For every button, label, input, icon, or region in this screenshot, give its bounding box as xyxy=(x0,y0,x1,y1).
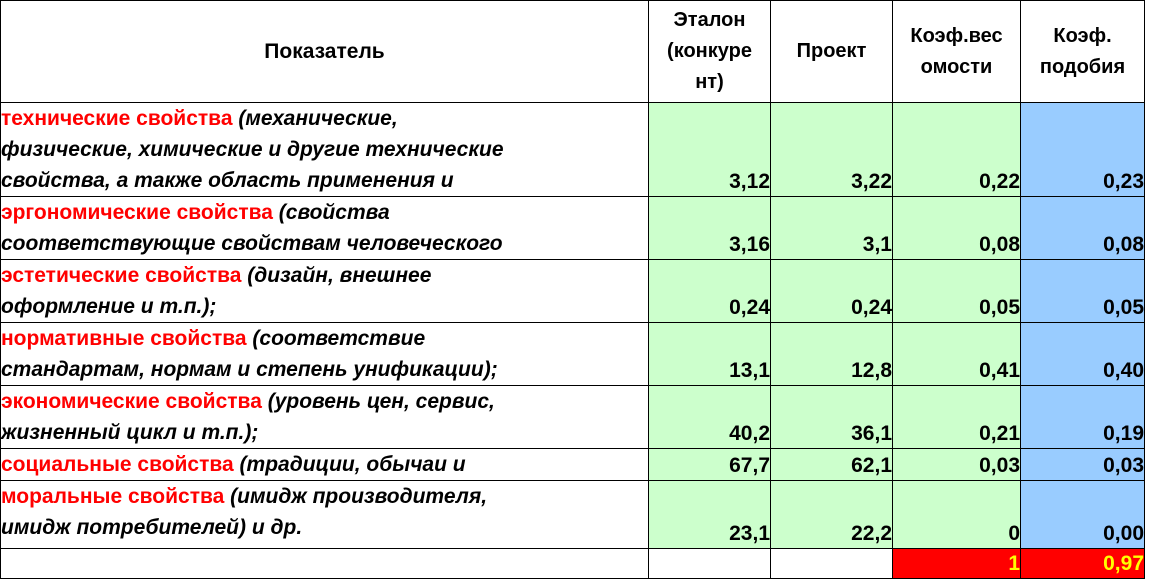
project-cell[interactable]: 22,2 xyxy=(770,480,893,549)
header-similarity-line: подобия xyxy=(1039,55,1126,78)
similarity-cell[interactable]: 0,05 xyxy=(1020,259,1145,323)
header-indicator[interactable]: Показатель xyxy=(0,0,649,103)
property-description: свойства, а также область применения и xyxy=(1,169,454,192)
weight-cell[interactable]: 0,22 xyxy=(892,102,1021,197)
etalon-cell[interactable]: 67,7 xyxy=(648,448,771,481)
header-similarity-line: Коэф. xyxy=(1053,24,1112,47)
table-row: эстетические свойства (дизайн, внешнее о… xyxy=(0,259,1145,323)
project-cell[interactable]: 36,1 xyxy=(770,385,893,449)
property-description: оформление и т.п.); xyxy=(1,295,217,318)
property-name: экономические свойства xyxy=(1,390,262,413)
header-etalon-line: нт) xyxy=(695,71,724,93)
property-description: (свойства xyxy=(272,201,390,224)
header-similarity[interactable]: Коэф. подобия xyxy=(1020,0,1145,103)
indicator-cell[interactable]: социальные свойства (традиции, обычаи и xyxy=(0,448,649,481)
project-cell[interactable]: 3,1 xyxy=(770,196,893,260)
similarity-cell[interactable]: 0,00 xyxy=(1020,480,1145,549)
header-etalon[interactable]: Эталон (конкуре нт) xyxy=(648,0,771,103)
weight-cell[interactable]: 0,05 xyxy=(892,259,1021,323)
empty-cell[interactable] xyxy=(648,548,771,579)
property-name: нормативные свойства xyxy=(1,327,247,350)
weight-cell[interactable]: 0,21 xyxy=(892,385,1021,449)
etalon-cell[interactable]: 3,12 xyxy=(648,102,771,197)
indicator-cell[interactable]: эргономические свойства (свойства соотве… xyxy=(0,196,649,260)
similarity-cell[interactable]: 0,23 xyxy=(1020,102,1145,197)
property-description: физические, химические и другие техничес… xyxy=(1,138,504,161)
indicator-cell[interactable]: нормативные свойства (соответствие станд… xyxy=(0,322,649,386)
property-name: социальные свойства xyxy=(1,453,234,476)
totals-row: 1 0,97 xyxy=(0,548,1145,579)
project-cell[interactable]: 3,22 xyxy=(770,102,893,197)
etalon-cell[interactable]: 23,1 xyxy=(648,480,771,549)
table-row: технические свойства (механические, физи… xyxy=(0,102,1145,197)
property-name: моральные свойства xyxy=(1,485,225,508)
property-description: имидж потребителей) и др. xyxy=(1,516,303,539)
table-row: экономические свойства (уровень цен, сер… xyxy=(0,385,1145,449)
similarity-cell[interactable]: 0,08 xyxy=(1020,196,1145,260)
header-project[interactable]: Проект xyxy=(770,0,893,103)
weight-cell[interactable]: 0,41 xyxy=(892,322,1021,386)
property-description: (соответствие xyxy=(246,327,426,350)
etalon-cell[interactable]: 13,1 xyxy=(648,322,771,386)
indicator-cell[interactable]: экономические свойства (уровень цен, сер… xyxy=(0,385,649,449)
weight-cell[interactable]: 0,08 xyxy=(892,196,1021,260)
property-name: технические свойства xyxy=(1,107,233,130)
total-weight-cell[interactable]: 1 xyxy=(892,548,1021,579)
header-row: Показатель Эталон (конкуре нт) Проект Ко… xyxy=(0,0,1145,103)
property-description: соответствующие свойствам человеческого xyxy=(1,232,503,255)
weight-cell[interactable]: 0,03 xyxy=(892,448,1021,481)
property-description: стандартам, нормам и степень унификации)… xyxy=(1,358,498,381)
project-cell[interactable]: 62,1 xyxy=(770,448,893,481)
table-row: моральные свойства (имидж производителя,… xyxy=(0,480,1145,549)
similarity-cell[interactable]: 0,03 xyxy=(1020,448,1145,481)
header-weight[interactable]: Коэф.вес омости xyxy=(892,0,1021,103)
etalon-cell[interactable]: 0,24 xyxy=(648,259,771,323)
header-weight-line: омости xyxy=(920,55,993,78)
etalon-cell[interactable]: 3,16 xyxy=(648,196,771,260)
weight-cell[interactable]: 0 xyxy=(892,480,1021,549)
property-description: (традиции, обычаи и xyxy=(233,453,466,476)
indicator-cell[interactable]: моральные свойства (имидж производителя,… xyxy=(0,480,649,549)
empty-cell[interactable] xyxy=(770,548,893,579)
property-description: (механические, xyxy=(232,107,398,130)
property-description: (имидж производителя, xyxy=(224,485,488,508)
table-row: эргономические свойства (свойства соотве… xyxy=(0,196,1145,260)
empty-cell[interactable] xyxy=(0,548,649,579)
header-weight-line: Коэф.вес xyxy=(910,24,1003,47)
table-row: нормативные свойства (соответствие станд… xyxy=(0,322,1145,386)
header-etalon-line: Эталон xyxy=(673,9,746,31)
header-etalon-line: (конкуре xyxy=(667,40,752,62)
project-cell[interactable]: 0,24 xyxy=(770,259,893,323)
similarity-cell[interactable]: 0,19 xyxy=(1020,385,1145,449)
etalon-cell[interactable]: 40,2 xyxy=(648,385,771,449)
similarity-cell[interactable]: 0,40 xyxy=(1020,322,1145,386)
property-name: эргономические свойства xyxy=(1,201,273,224)
total-similarity-cell[interactable]: 0,97 xyxy=(1020,548,1145,579)
property-description: жизненный цикл и т.п.); xyxy=(1,421,259,444)
indicator-cell[interactable]: технические свойства (механические, физи… xyxy=(0,102,649,197)
property-description: (дизайн, внешнее xyxy=(241,264,432,287)
indicator-cell[interactable]: эстетические свойства (дизайн, внешнее о… xyxy=(0,259,649,323)
property-name: эстетические свойства xyxy=(1,264,242,287)
property-description: (уровень цен, сервис, xyxy=(261,390,495,413)
table-row: социальные свойства (традиции, обычаи и … xyxy=(0,448,1145,481)
project-cell[interactable]: 12,8 xyxy=(770,322,893,386)
